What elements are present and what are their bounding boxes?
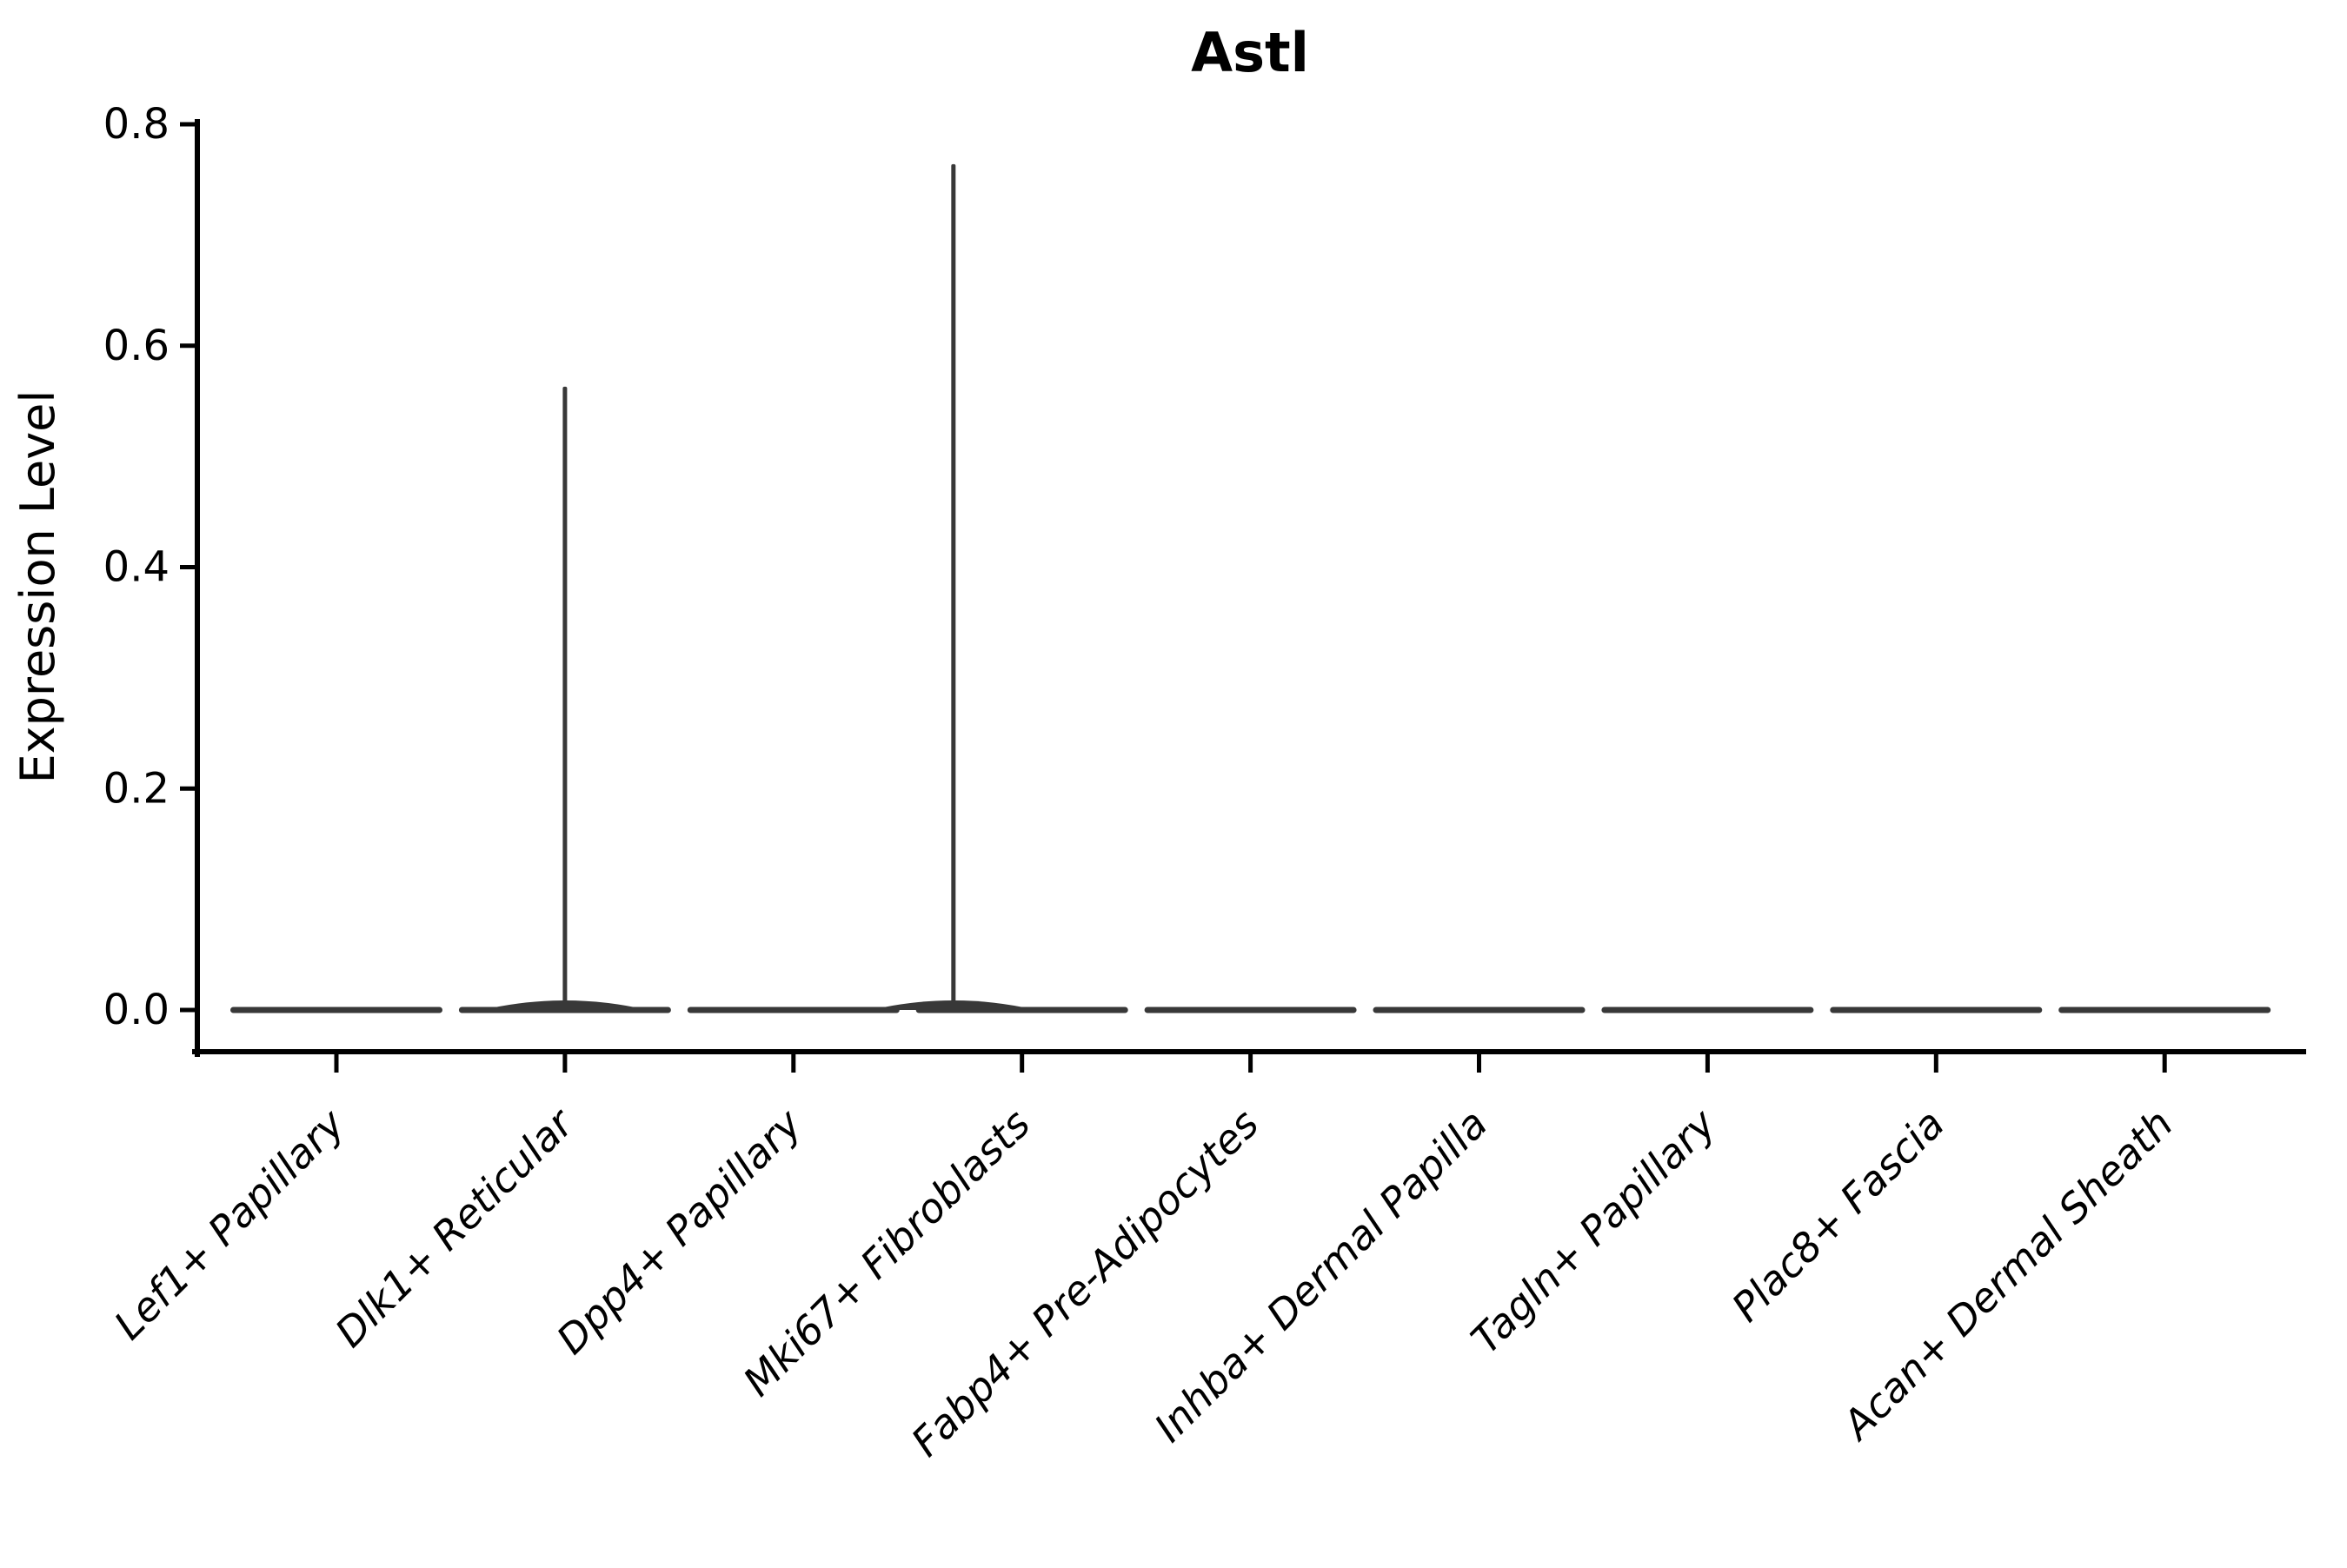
violin-peak-spike (951, 163, 956, 1011)
y-tick-label: 0.8 (103, 100, 170, 149)
x-axis-ticks (334, 1052, 2167, 1073)
violin-body (1830, 1007, 2043, 1013)
x-tick-label: Lef1+ Papillary (105, 1100, 354, 1348)
violin-body (687, 1007, 900, 1013)
x-tick-label: Dlk1+ Reticular (326, 1098, 584, 1356)
violin-peak-spike (562, 386, 568, 1010)
violin-body (230, 1007, 442, 1013)
y-tick-label: 0.0 (103, 986, 170, 1034)
y-axis-label: Expression Level (10, 390, 65, 784)
violin-body (1144, 1007, 1357, 1013)
violin-body (2058, 1007, 2271, 1013)
violins-group (230, 163, 2271, 1013)
y-tick-label: 0.6 (103, 322, 170, 370)
violin-body (1373, 1007, 1586, 1013)
violin-body (1601, 1007, 1814, 1013)
chart-title: Astl (1191, 21, 1309, 84)
x-tick-label: Dpp4+ Papillary (548, 1100, 811, 1363)
y-axis-ticks: 0.0 0.2 0.4 0.6 0.8 (103, 100, 197, 1034)
y-tick-label: 0.4 (103, 543, 170, 592)
x-tick-label: Plac8+ Fascia (1723, 1100, 1953, 1331)
y-tick-label: 0.2 (103, 764, 170, 813)
x-tick-label: Tagln+ Papillary (1462, 1100, 1725, 1363)
